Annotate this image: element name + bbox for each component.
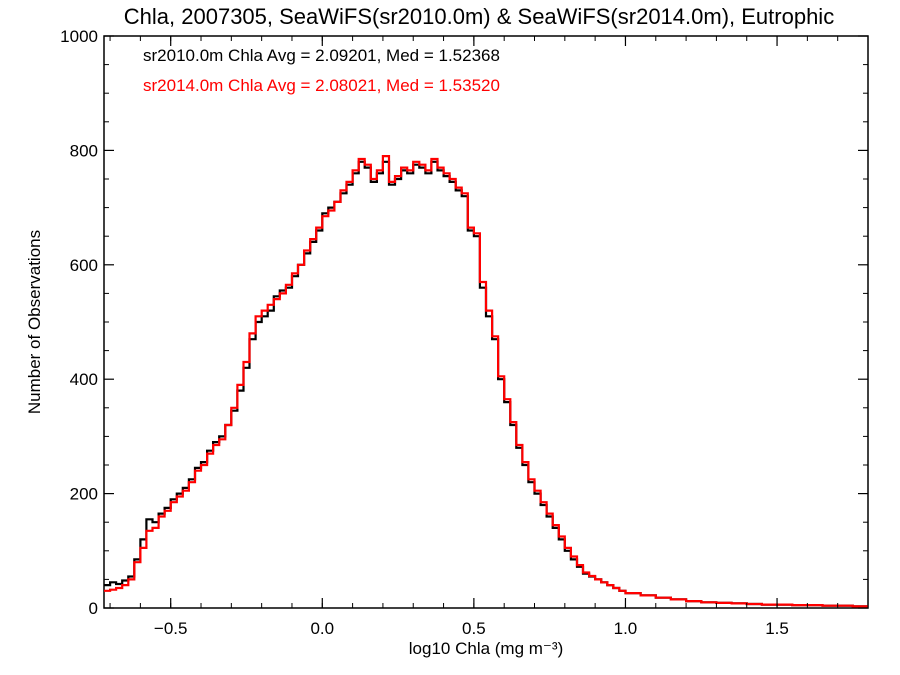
y-tick-label: 1000 [60,27,98,46]
x-tick-label: −0.5 [154,619,188,638]
y-tick-label: 200 [70,485,98,504]
y-tick-label: 800 [70,141,98,160]
y-tick-label: 0 [89,599,98,618]
annotation-sr2010: sr2010.0m Chla Avg = 2.09201, Med = 1.52… [143,46,500,65]
x-axis-ticks: −0.5 0.0 0.5 1.0 1.5 [109,36,869,638]
chart-title: Chla, 2007305, SeaWiFS(sr2010.0m) & SeaW… [124,4,834,29]
x-tick-label: 1.0 [614,619,638,638]
y-axis-ticks: 0 200 400 600 800 1000 [60,27,868,618]
series-line-0 [104,160,868,608]
x-tick-label: 0.0 [310,619,334,638]
y-tick-label: 400 [70,370,98,389]
series-line-1 [104,155,868,608]
x-tick-label: 0.5 [462,619,486,638]
annotation-sr2014: sr2014.0m Chla Avg = 2.08021, Med = 1.53… [143,76,500,95]
y-axis-label: Number of Observations [25,230,44,414]
series-layer [104,155,868,608]
x-axis-label: log10 Chla (mg m⁻³) [409,639,563,658]
plot-frame [103,35,869,609]
y-tick-label: 600 [70,256,98,275]
x-tick-label: 1.5 [765,619,789,638]
